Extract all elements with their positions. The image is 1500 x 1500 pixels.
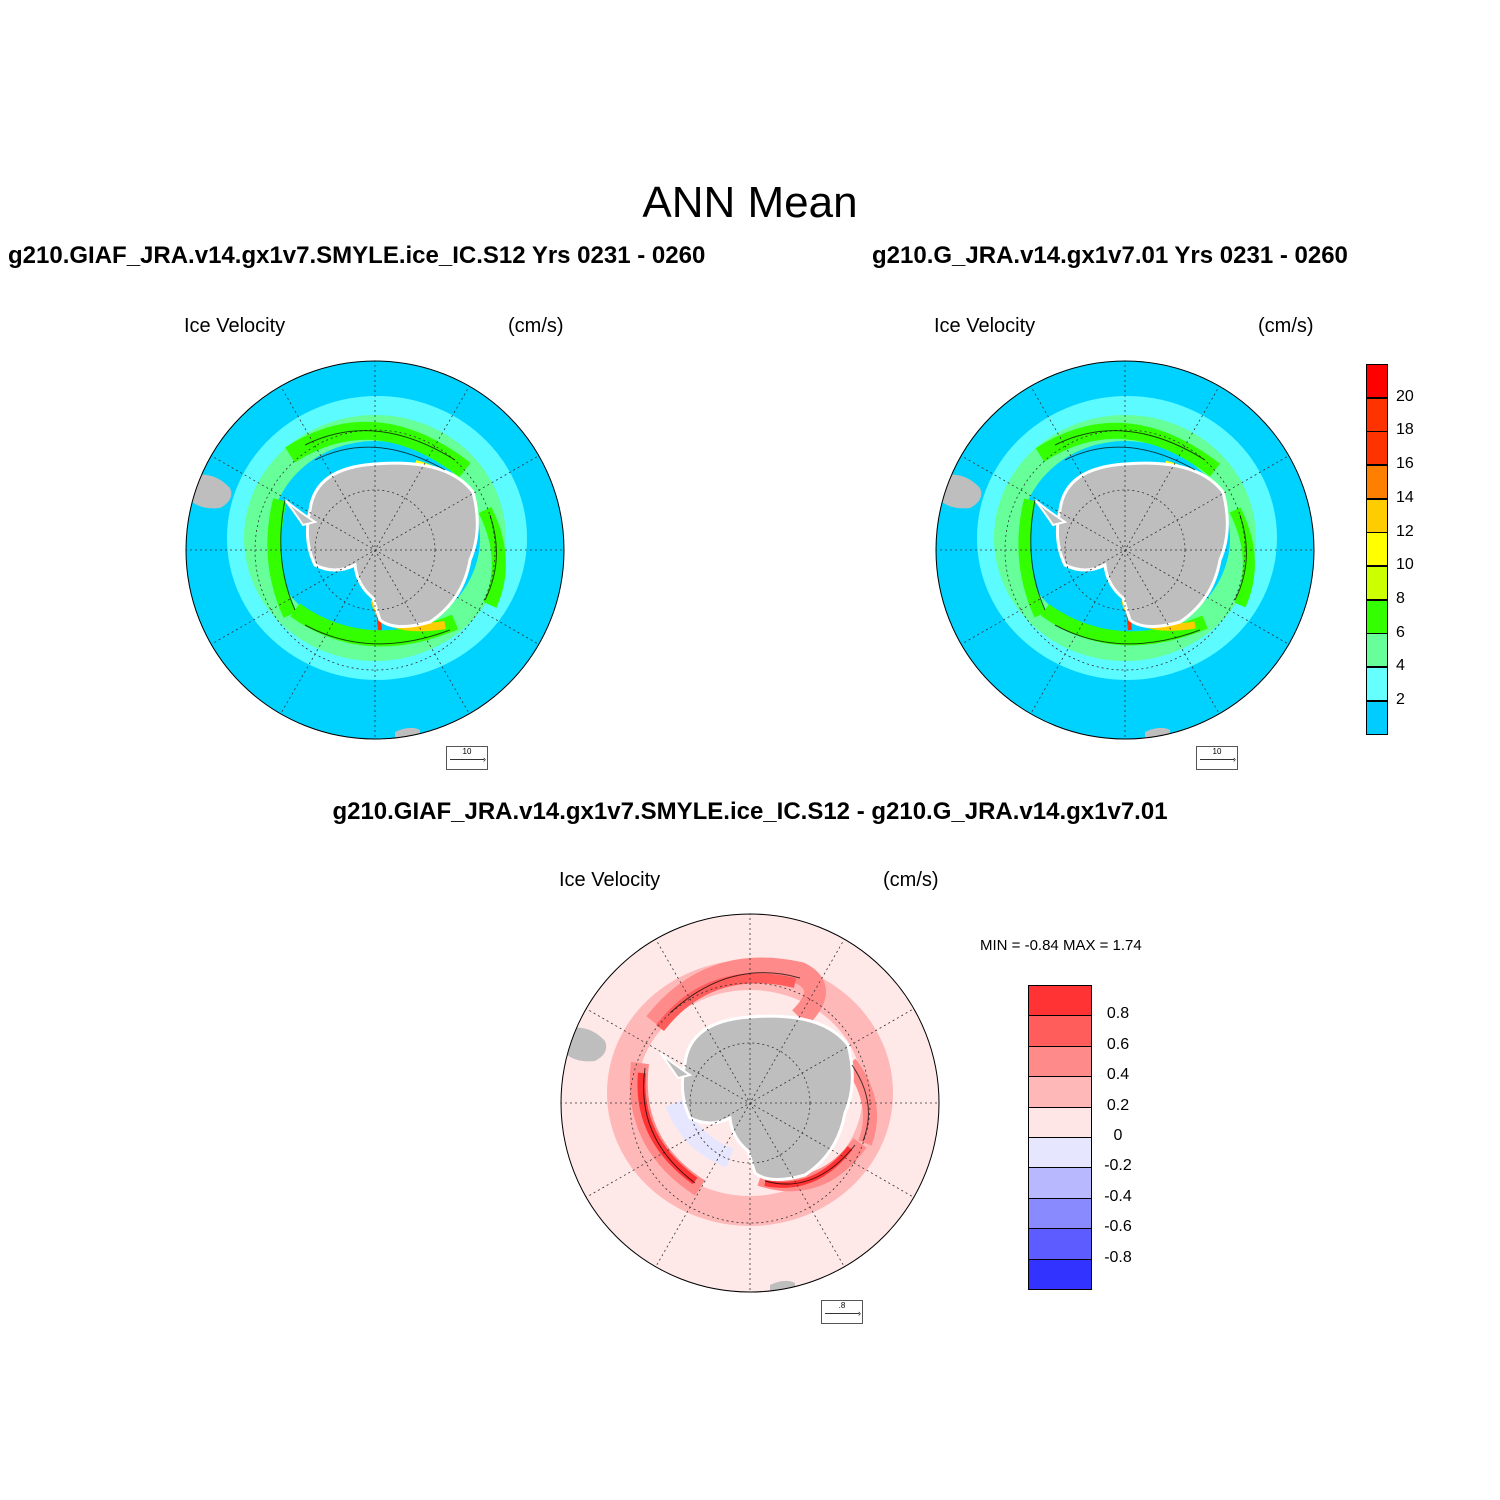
diff-colorbar-box — [1028, 985, 1092, 1017]
diff-units-label: (cm/s) — [883, 869, 939, 891]
left-variable-label: Ice Velocity — [184, 315, 286, 337]
diff-variable-label: Ice Velocity — [559, 869, 661, 891]
diff-colorbar-label: -0.4 — [1104, 1187, 1132, 1205]
min-max-readout: MIN = -0.84 MAX = 1.74 — [980, 937, 1142, 954]
speed-colorbar-box — [1366, 464, 1388, 499]
speed-colorbar-box — [1366, 397, 1388, 432]
south-america-landmass — [940, 474, 982, 509]
speed-colorbar-label: 20 — [1396, 387, 1414, 405]
diff-reference-vector-box: .8 › — [821, 1300, 863, 1324]
left-reference-arrow-icon: › — [450, 754, 486, 764]
left-polar-map — [185, 360, 565, 740]
speed-colorbar-box — [1366, 633, 1388, 668]
right-reference-vector-box: 10 › — [1196, 746, 1238, 770]
speed-colorbar-label: 6 — [1396, 623, 1405, 641]
difference-polar-map — [560, 913, 940, 1293]
diff-colorbar-box — [1028, 1076, 1092, 1108]
diff-colorbar-label: 0.6 — [1106, 1035, 1130, 1053]
diff-colorbar-box — [1028, 1137, 1092, 1169]
diff-colorbar-box — [1028, 1045, 1092, 1078]
antarctica-landmass — [1055, 461, 1229, 628]
diff-colorbar-box — [1028, 1015, 1092, 1047]
diff-colorbar-box — [1028, 1228, 1092, 1260]
speed-colorbar-label: 4 — [1396, 657, 1405, 675]
speed-colorbar-label: 14 — [1396, 488, 1414, 506]
speed-colorbar-box — [1366, 498, 1388, 533]
right-reference-arrow-icon: › — [1200, 754, 1236, 764]
speed-colorbar-box — [1366, 599, 1388, 634]
right-polar-map — [935, 360, 1315, 740]
diff-colorbar-label: -0.8 — [1104, 1248, 1132, 1266]
left-case-title: g210.GIAF_JRA.v14.gx1v7.SMYLE.ice_IC.S12… — [8, 242, 706, 269]
right-units-label: (cm/s) — [1258, 315, 1314, 337]
speed-colorbar-box — [1366, 666, 1388, 701]
diff-colorbar-label: 0.8 — [1106, 1005, 1130, 1023]
speed-colorbar-label: 18 — [1396, 421, 1414, 439]
antarctica-landmass — [680, 1014, 854, 1181]
speed-colorbar-label: 10 — [1396, 556, 1414, 574]
diff-colorbar-label: 0.2 — [1106, 1096, 1130, 1114]
difference-case-title: g210.GIAF_JRA.v14.gx1v7.SMYLE.ice_IC.S12… — [332, 798, 1168, 825]
speed-colorbar-label: 8 — [1396, 589, 1405, 607]
diff-colorbar-label: -0.2 — [1104, 1157, 1132, 1175]
diff-colorbar-box — [1028, 1197, 1092, 1230]
diff-colorbar-label: 0.4 — [1106, 1066, 1130, 1084]
right-case-title: g210.G_JRA.v14.gx1v7.01 Yrs 0231 - 0260 — [872, 242, 1348, 269]
left-units-label: (cm/s) — [508, 315, 564, 337]
speed-colorbar-label: 12 — [1396, 522, 1414, 540]
diff-colorbar-box — [1028, 1167, 1092, 1199]
right-variable-label: Ice Velocity — [934, 315, 1036, 337]
south-america-landmass — [565, 1027, 607, 1062]
speed-colorbar-box — [1366, 565, 1388, 600]
diff-colorbar-label: -0.6 — [1104, 1218, 1132, 1236]
speed-colorbar-box — [1366, 532, 1388, 567]
diff-colorbar-box — [1028, 1258, 1092, 1290]
diff-colorbar-box — [1028, 1106, 1092, 1138]
speed-colorbar-label: 16 — [1396, 455, 1414, 473]
left-reference-vector-box: 10 › — [446, 746, 488, 770]
speed-colorbar-box — [1366, 364, 1388, 398]
speed-colorbar-label: 2 — [1396, 691, 1405, 708]
diff-colorbar-label: 0 — [1113, 1127, 1123, 1144]
left-reference-vector-label: 10 — [462, 747, 472, 756]
speed-colorbar-box — [1366, 700, 1388, 735]
right-reference-vector-label: 10 — [1212, 747, 1222, 756]
south-america-landmass — [190, 474, 232, 509]
diff-reference-vector-label: .8 — [838, 1301, 846, 1310]
antarctica-landmass — [305, 461, 479, 628]
diff-reference-arrow-icon: › — [825, 1308, 861, 1318]
speed-colorbar-box — [1366, 431, 1388, 466]
main-title: ANN Mean — [642, 178, 858, 227]
